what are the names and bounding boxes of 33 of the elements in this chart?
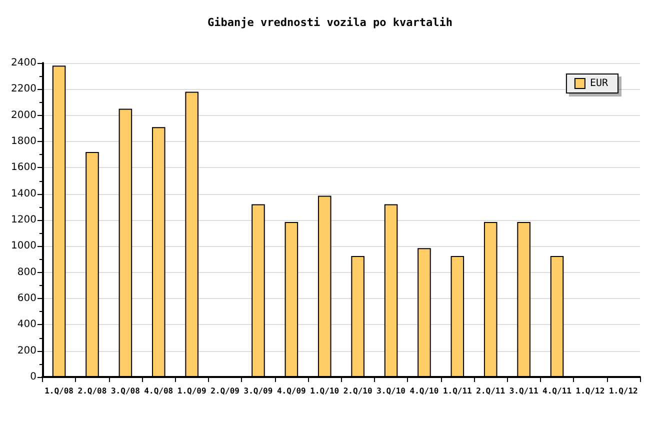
y-tick-label: 1200 xyxy=(10,214,36,226)
y-tick-label: 1000 xyxy=(10,240,36,252)
x-tick-label: 3.Q/08 xyxy=(110,386,140,396)
x-tick-label: 4.Q/09 xyxy=(276,386,306,396)
y-tick-label: 400 xyxy=(17,319,36,330)
y-tick-label: 2200 xyxy=(10,84,36,95)
legend-label: EUR xyxy=(590,78,609,89)
x-tick-label: 1.Q/12 xyxy=(608,386,638,396)
x-tick-label: 2.Q/08 xyxy=(78,386,107,396)
x-tick-label: 3.Q/09 xyxy=(244,386,273,396)
y-tick-label: 200 xyxy=(17,345,36,356)
chart-title: Gibanje vrednosti vozila po kvartalih xyxy=(207,16,453,29)
y-tick-label: 1600 xyxy=(10,162,36,174)
x-tick-label: 2.Q/11 xyxy=(476,386,506,396)
y-tick-label: 2000 xyxy=(10,110,36,121)
x-tick-label: 1.Q/10 xyxy=(310,386,340,396)
y-tick-label: 0 xyxy=(30,372,36,382)
x-tick-label: 3.Q/10 xyxy=(376,386,406,396)
x-tick-label: 2.Q/09 xyxy=(210,386,240,396)
x-tick-label: 4.Q/11 xyxy=(542,386,572,396)
y-tick-label: 2400 xyxy=(10,58,36,68)
x-tick-label: 1.Q/12 xyxy=(576,386,605,396)
x-tick-label: 1.Q/08 xyxy=(44,386,74,396)
x-tick-label: 1.Q/11 xyxy=(442,386,472,396)
y-tick-label: 800 xyxy=(17,266,36,278)
y-tick-label: 1400 xyxy=(10,188,36,200)
x-tick-label: 3.Q/11 xyxy=(509,386,538,396)
y-tick-label: 600 xyxy=(17,293,36,304)
x-tick-label: 1.Q/09 xyxy=(177,386,206,396)
y-tick-label: 1800 xyxy=(10,136,36,147)
x-tick-label: 2.Q/10 xyxy=(343,386,372,396)
x-tick-label: 4.Q/10 xyxy=(410,386,439,396)
x-tick-label: 4.Q/08 xyxy=(144,386,174,396)
